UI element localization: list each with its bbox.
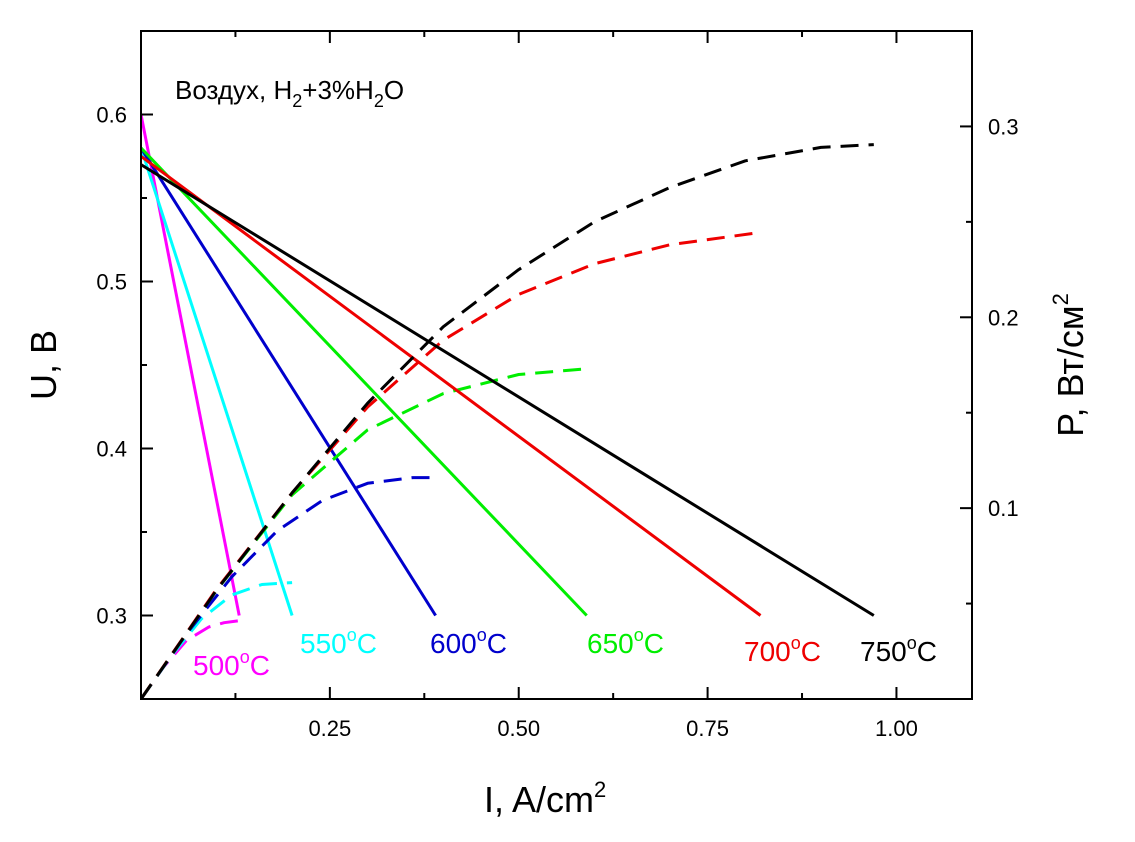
voltage-line-550: [141, 147, 294, 616]
series-label-600: 600oC: [430, 625, 507, 659]
axis-ticks: 0.25 0.50 0.75 1.00 0.3 0.4 0.5 0.6 0.1 0.2 0.3: [96, 31, 1019, 741]
power-line-750: [141, 143, 874, 699]
series-label-650: 650oC: [587, 625, 664, 659]
y-right-tick-label: 0.3: [988, 114, 1019, 139]
series-label-500: 500oC: [193, 647, 270, 681]
voltage-line-750: [141, 163, 875, 617]
y-axis-left-title: U, В: [23, 330, 64, 400]
power-line-600: [141, 476, 436, 699]
series-label-550: 550oC: [300, 625, 377, 659]
x-tick-label: 0.50: [497, 716, 540, 741]
power-line-550: [141, 581, 293, 699]
annotation-part-3: 2: [374, 91, 384, 111]
y-right-tick-label: 0.1: [988, 496, 1019, 521]
annotation-part-4: O: [384, 75, 404, 105]
annotation-part-0: Воздух, H: [175, 75, 292, 105]
voltage-line-600: [141, 147, 437, 617]
series-labels: 500oC 550oC 600oC 650oC 700oC 750oC: [193, 625, 937, 681]
annotation-part-2: +3%H: [302, 75, 374, 105]
annotation-part-1: 2: [292, 91, 302, 111]
x-axis-title: I, A/cm2: [484, 777, 606, 820]
x-tick-label: 1.00: [875, 716, 918, 741]
x-tick-label: 0.75: [686, 716, 729, 741]
series-label-750: 750oC: [860, 633, 937, 667]
y-right-tick-label: 0.2: [988, 305, 1019, 330]
chart-annotation: Воздух, H2+3%H2O: [175, 75, 404, 111]
x-tick-label: 0.25: [308, 716, 351, 741]
series-layer: [141, 114, 875, 699]
series-label-700: 700oC: [744, 633, 821, 667]
y-axis-right-title: P, Вт/см2: [1048, 293, 1091, 437]
y-left-tick-label: 0.6: [96, 103, 127, 128]
y-left-tick-label: 0.5: [96, 270, 127, 295]
y-left-tick-label: 0.3: [96, 604, 127, 629]
power-line-650: [141, 367, 587, 699]
voltage-line-650: [141, 146, 588, 617]
voltage-line-700: [141, 155, 762, 617]
y-left-tick-label: 0.4: [96, 437, 127, 462]
